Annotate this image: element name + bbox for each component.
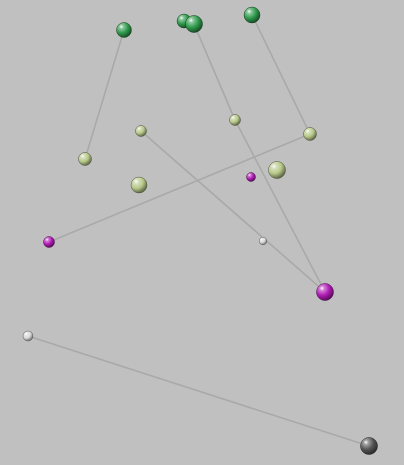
ball-pale-b5 xyxy=(78,152,92,166)
ball-pale-b10 xyxy=(130,176,148,194)
link-b7-b13 xyxy=(234,119,326,293)
link-b3-b7 xyxy=(193,23,236,121)
link-b6-b13 xyxy=(140,130,326,293)
ball-white-b15 xyxy=(22,330,34,342)
ball-pale-b8 xyxy=(303,127,317,141)
ball-magenta-b11 xyxy=(246,172,256,182)
link-b4-b8 xyxy=(251,14,311,135)
link-b8-b12 xyxy=(48,133,311,243)
ball-pale-b7 xyxy=(229,114,241,126)
ball-dark-b16 xyxy=(360,437,378,455)
link-b1-b5 xyxy=(84,29,125,160)
ball-green-b4 xyxy=(243,6,261,24)
links-layer xyxy=(27,14,370,447)
ball-magenta-b12 xyxy=(43,236,55,248)
balls-layer xyxy=(22,6,378,455)
ball-white-b14 xyxy=(258,236,268,246)
ball-green-b1 xyxy=(116,22,132,38)
ball-pale-b6 xyxy=(135,125,147,137)
link-b15-b16 xyxy=(27,335,370,447)
ball-pale-b9 xyxy=(268,161,286,179)
ball-magenta-b13 xyxy=(316,283,334,301)
ball-green-b3 xyxy=(185,15,203,33)
